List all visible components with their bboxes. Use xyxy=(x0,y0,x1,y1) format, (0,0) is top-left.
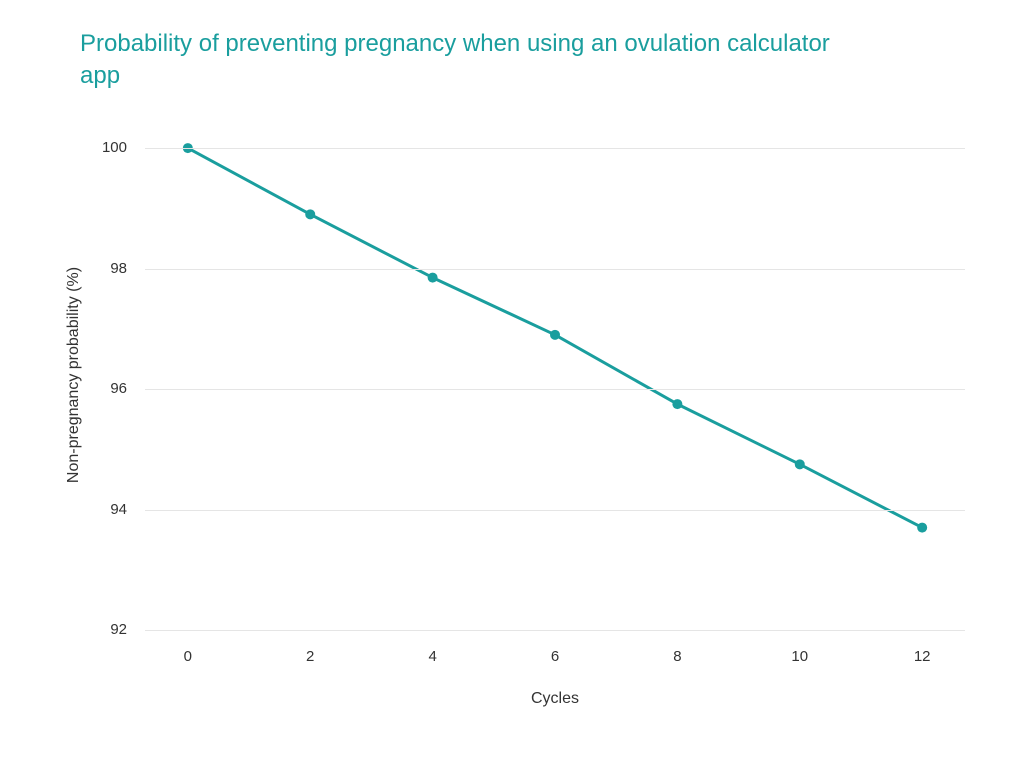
x-tick-label: 0 xyxy=(184,648,192,665)
x-tick-label: 2 xyxy=(306,648,314,665)
gridline xyxy=(145,269,965,270)
plot-area xyxy=(145,130,965,630)
x-tick-label: 12 xyxy=(914,648,931,665)
gridline xyxy=(145,148,965,149)
y-axis-label: Non-pregnancy probability (%) xyxy=(65,255,83,495)
x-tick-label: 10 xyxy=(791,648,808,665)
gridline xyxy=(145,389,965,390)
data-marker xyxy=(795,459,805,469)
y-tick-label: 98 xyxy=(87,260,127,277)
x-axis-label: Cycles xyxy=(495,690,615,708)
y-tick-label: 96 xyxy=(87,380,127,397)
x-tick-label: 8 xyxy=(673,648,681,665)
y-tick-label: 94 xyxy=(87,501,127,518)
x-tick-label: 4 xyxy=(428,648,436,665)
chart-container: Probability of preventing pregnancy when… xyxy=(0,0,1024,768)
data-marker xyxy=(672,399,682,409)
data-marker xyxy=(305,209,315,219)
gridline xyxy=(145,630,965,631)
data-marker xyxy=(917,523,927,533)
gridline xyxy=(145,510,965,511)
data-marker xyxy=(550,330,560,340)
line-chart-svg xyxy=(145,130,965,630)
chart-title: Probability of preventing pregnancy when… xyxy=(80,28,840,93)
y-tick-label: 92 xyxy=(87,621,127,638)
data-marker xyxy=(428,273,438,283)
x-tick-label: 6 xyxy=(551,648,559,665)
y-tick-label: 100 xyxy=(87,139,127,156)
